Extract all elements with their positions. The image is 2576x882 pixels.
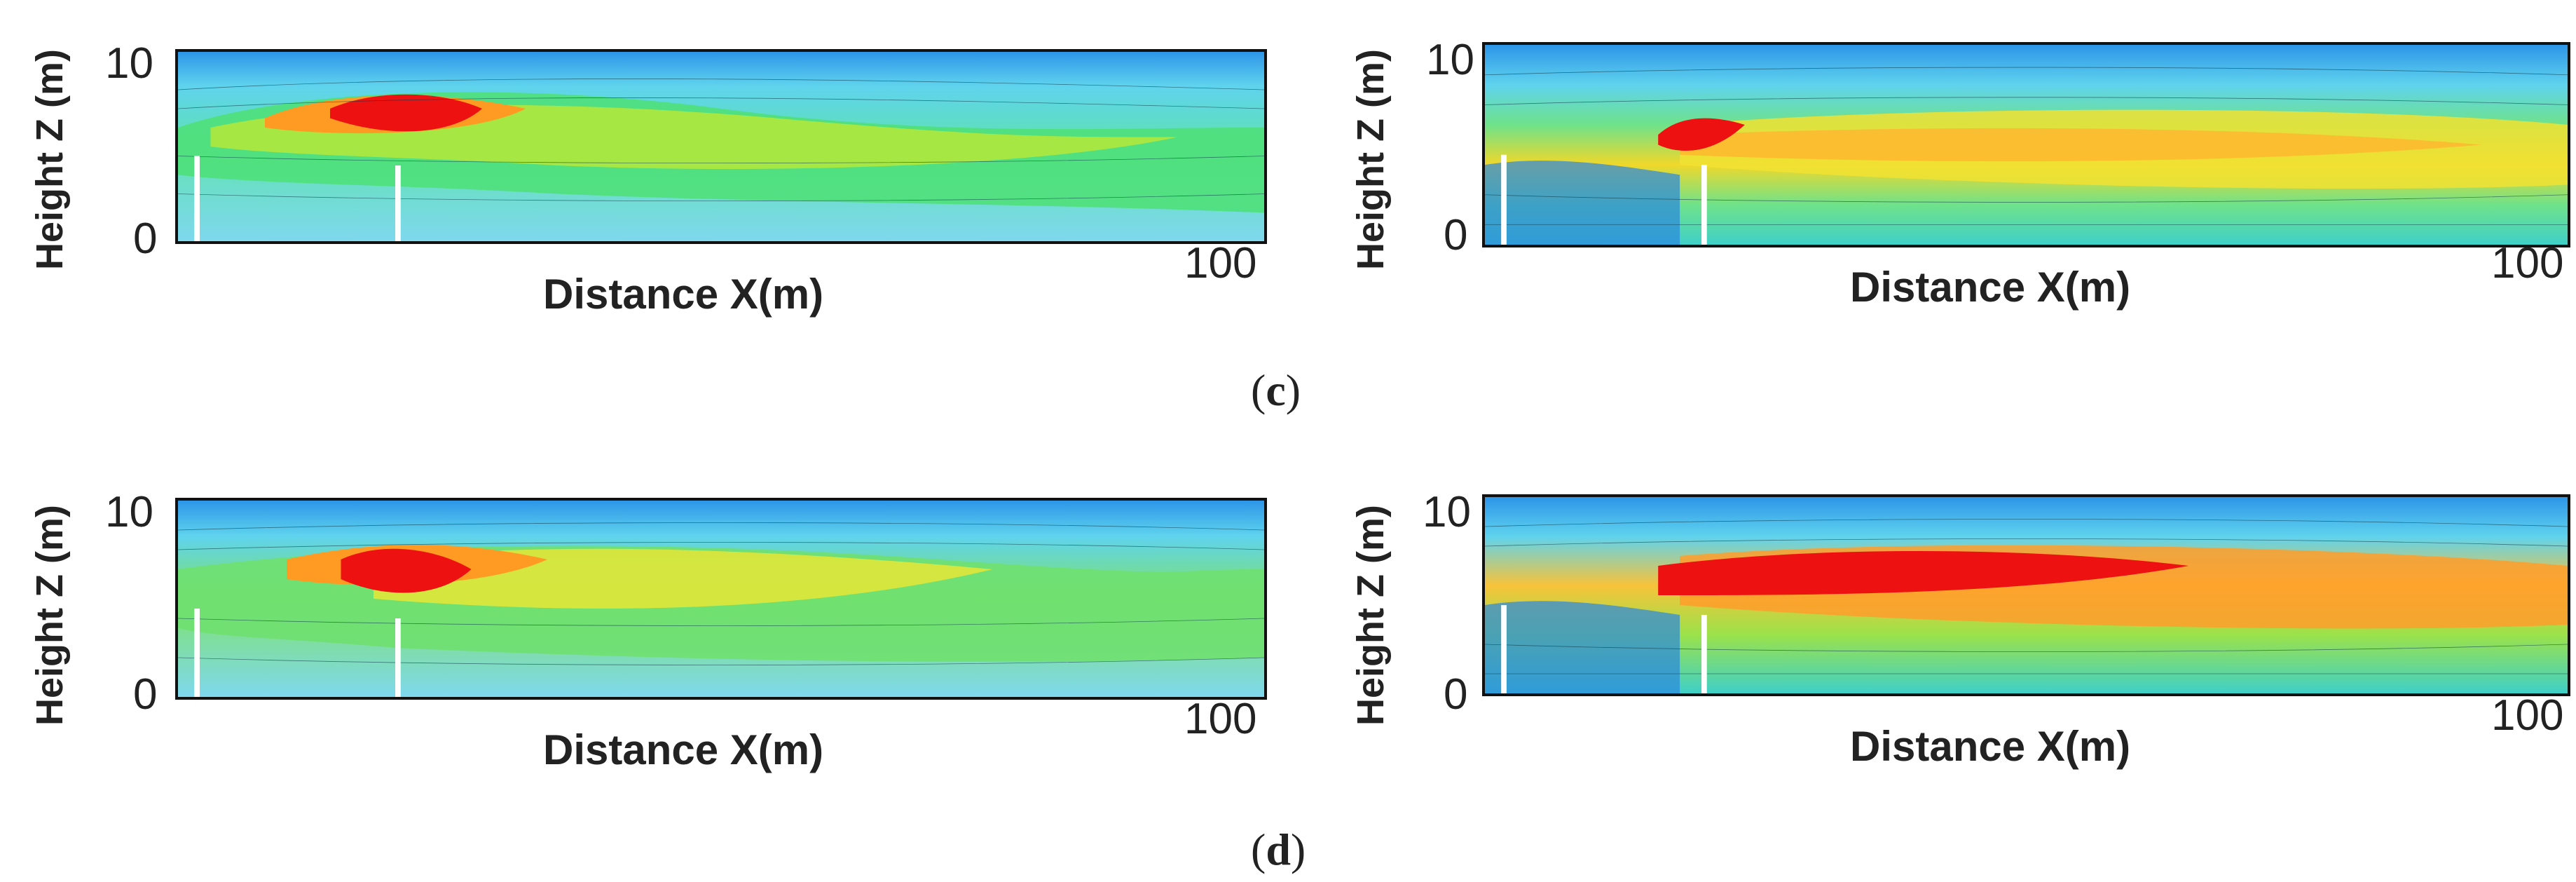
contour-field bbox=[178, 501, 1264, 697]
contour-plot bbox=[175, 498, 1267, 700]
y-axis-label: Height Z (m) bbox=[29, 49, 71, 270]
x-tick-right: 100 bbox=[1184, 239, 1257, 287]
x-tick-right: 100 bbox=[2491, 239, 2564, 287]
x-axis-label: Distance X(m) bbox=[543, 271, 824, 318]
y-tick-top: 10 bbox=[105, 39, 153, 88]
y-tick-bottom: 0 bbox=[133, 670, 158, 719]
contour-plot bbox=[175, 49, 1267, 244]
x-tick-right: 100 bbox=[2491, 691, 2564, 740]
caption-c: (c) bbox=[1251, 365, 1301, 415]
y-tick-bottom: 0 bbox=[1444, 670, 1468, 719]
y-tick-top: 10 bbox=[1426, 36, 1474, 84]
y-tick-top: 10 bbox=[1423, 488, 1471, 536]
x-tick-right: 100 bbox=[1184, 695, 1257, 743]
y-axis-label: Height Z (m) bbox=[1350, 49, 1392, 270]
x-axis-label: Distance X(m) bbox=[543, 726, 824, 773]
caption-d: (d) bbox=[1251, 825, 1306, 874]
caption-d-letter: d bbox=[1266, 825, 1291, 874]
contour-plot bbox=[1482, 42, 2570, 247]
contour-field bbox=[1485, 45, 2568, 245]
x-axis-label: Distance X(m) bbox=[1850, 264, 2131, 311]
y-tick-top: 10 bbox=[105, 488, 153, 536]
caption-c-letter: c bbox=[1266, 365, 1286, 415]
y-tick-bottom: 0 bbox=[1444, 211, 1468, 259]
x-axis-label: Distance X(m) bbox=[1850, 723, 2131, 770]
y-tick-bottom: 0 bbox=[133, 215, 158, 263]
contour-plot bbox=[1482, 494, 2570, 696]
y-axis-label: Height Z (m) bbox=[1350, 505, 1392, 726]
contour-field bbox=[1485, 497, 2568, 693]
y-axis-label: Height Z (m) bbox=[29, 505, 71, 726]
contour-field bbox=[178, 52, 1264, 241]
